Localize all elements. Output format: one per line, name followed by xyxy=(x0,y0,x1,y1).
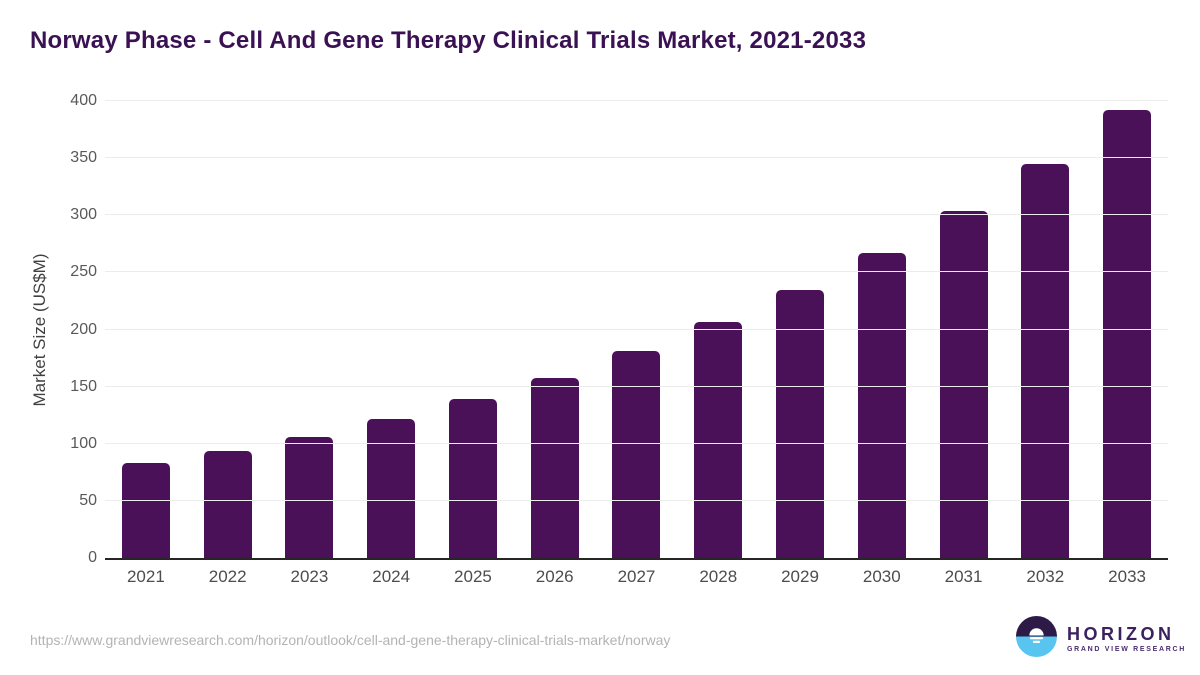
x-tick-label-2032: 2032 xyxy=(1026,567,1065,586)
y-tick-label-200: 200 xyxy=(70,320,97,338)
bar-column-2028 xyxy=(677,101,759,558)
bar-column-2033 xyxy=(1086,101,1168,558)
gridline-50 xyxy=(105,499,1168,501)
bar-2033 xyxy=(1103,110,1152,558)
y-tick-label-0: 0 xyxy=(88,549,97,566)
x-tick-label-2027: 2027 xyxy=(617,567,656,586)
x-tick-label-2025: 2025 xyxy=(454,567,492,586)
bar-2029 xyxy=(776,289,824,558)
horizon-logo-text: HORIZON GRAND VIEW RESEARCH xyxy=(1067,623,1187,654)
gridline-400 xyxy=(105,100,1168,101)
horizon-logo-icon xyxy=(1016,616,1057,662)
x-tick-label-2022: 2022 xyxy=(208,567,247,586)
bar-2024 xyxy=(367,418,416,558)
bar-column-2021 xyxy=(105,101,187,558)
gridline-350 xyxy=(105,157,1168,159)
x-tick-label-2021: 2021 xyxy=(126,567,165,586)
bar-2026 xyxy=(530,377,579,558)
gridline-150 xyxy=(105,385,1168,387)
gridline-200 xyxy=(105,328,1168,330)
x-tick-label-2029: 2029 xyxy=(781,567,819,586)
bar-column-2023 xyxy=(269,101,351,558)
y-tick-label-100: 100 xyxy=(70,434,97,452)
y-tick-label-400: 400 xyxy=(70,92,97,109)
y-tick-label-300: 300 xyxy=(70,206,97,224)
bar-2027 xyxy=(612,351,661,558)
bar-2021 xyxy=(121,463,170,558)
source-url: https://www.grandviewresearch.com/horizo… xyxy=(30,632,671,648)
bar-2032 xyxy=(1021,163,1070,558)
bar-2031 xyxy=(939,210,988,558)
x-tick-label-2028: 2028 xyxy=(699,567,738,586)
horizon-logo-subtitle: GRAND VIEW RESEARCH xyxy=(1067,646,1187,654)
bar-column-2026 xyxy=(514,101,596,558)
horizon-logo: HORIZON GRAND VIEW RESEARCH xyxy=(1016,616,1186,662)
y-tick-label-50: 50 xyxy=(79,491,97,509)
bar-column-2025 xyxy=(432,101,514,558)
plot-area xyxy=(105,100,1168,560)
bar-column-2032 xyxy=(1004,101,1086,558)
bar-2030 xyxy=(857,252,906,558)
x-tick-label-2033: 2033 xyxy=(1108,567,1146,586)
bar-2022 xyxy=(203,450,252,558)
x-tick-label-2030: 2030 xyxy=(862,567,901,586)
x-tick-label-2024: 2024 xyxy=(372,567,411,586)
bar-column-2022 xyxy=(187,101,269,558)
bar-2023 xyxy=(285,436,334,558)
bars-container xyxy=(105,101,1168,558)
x-tick-label-2031: 2031 xyxy=(944,567,983,586)
bar-column-2024 xyxy=(350,101,432,558)
y-tick-label-150: 150 xyxy=(70,377,97,395)
bar-column-2029 xyxy=(759,101,841,558)
y-tick-label-350: 350 xyxy=(70,149,97,167)
y-axis-labels: 0 50 100 150 200 250 300 350 400 xyxy=(0,93,105,566)
chart-title: Norway Phase - Cell And Gene Therapy Cli… xyxy=(30,27,867,54)
horizon-logo-name: HORIZON xyxy=(1067,623,1175,644)
y-tick-label-250: 250 xyxy=(70,263,97,281)
bar-2028 xyxy=(694,321,743,558)
x-axis-labels: 2021 2022 2023 2024 2025 2026 2027 2028 2029 2030… xyxy=(105,567,1168,587)
bar-column-2030 xyxy=(841,101,923,558)
x-tick-label-2023: 2023 xyxy=(290,567,329,586)
bar-2025 xyxy=(448,399,497,558)
gridline-250 xyxy=(105,271,1168,273)
gridline-100 xyxy=(105,442,1168,444)
bar-column-2027 xyxy=(596,101,678,558)
gridline-300 xyxy=(105,214,1168,216)
bar-column-2031 xyxy=(923,101,1005,558)
x-tick-label-2026: 2026 xyxy=(535,567,574,586)
